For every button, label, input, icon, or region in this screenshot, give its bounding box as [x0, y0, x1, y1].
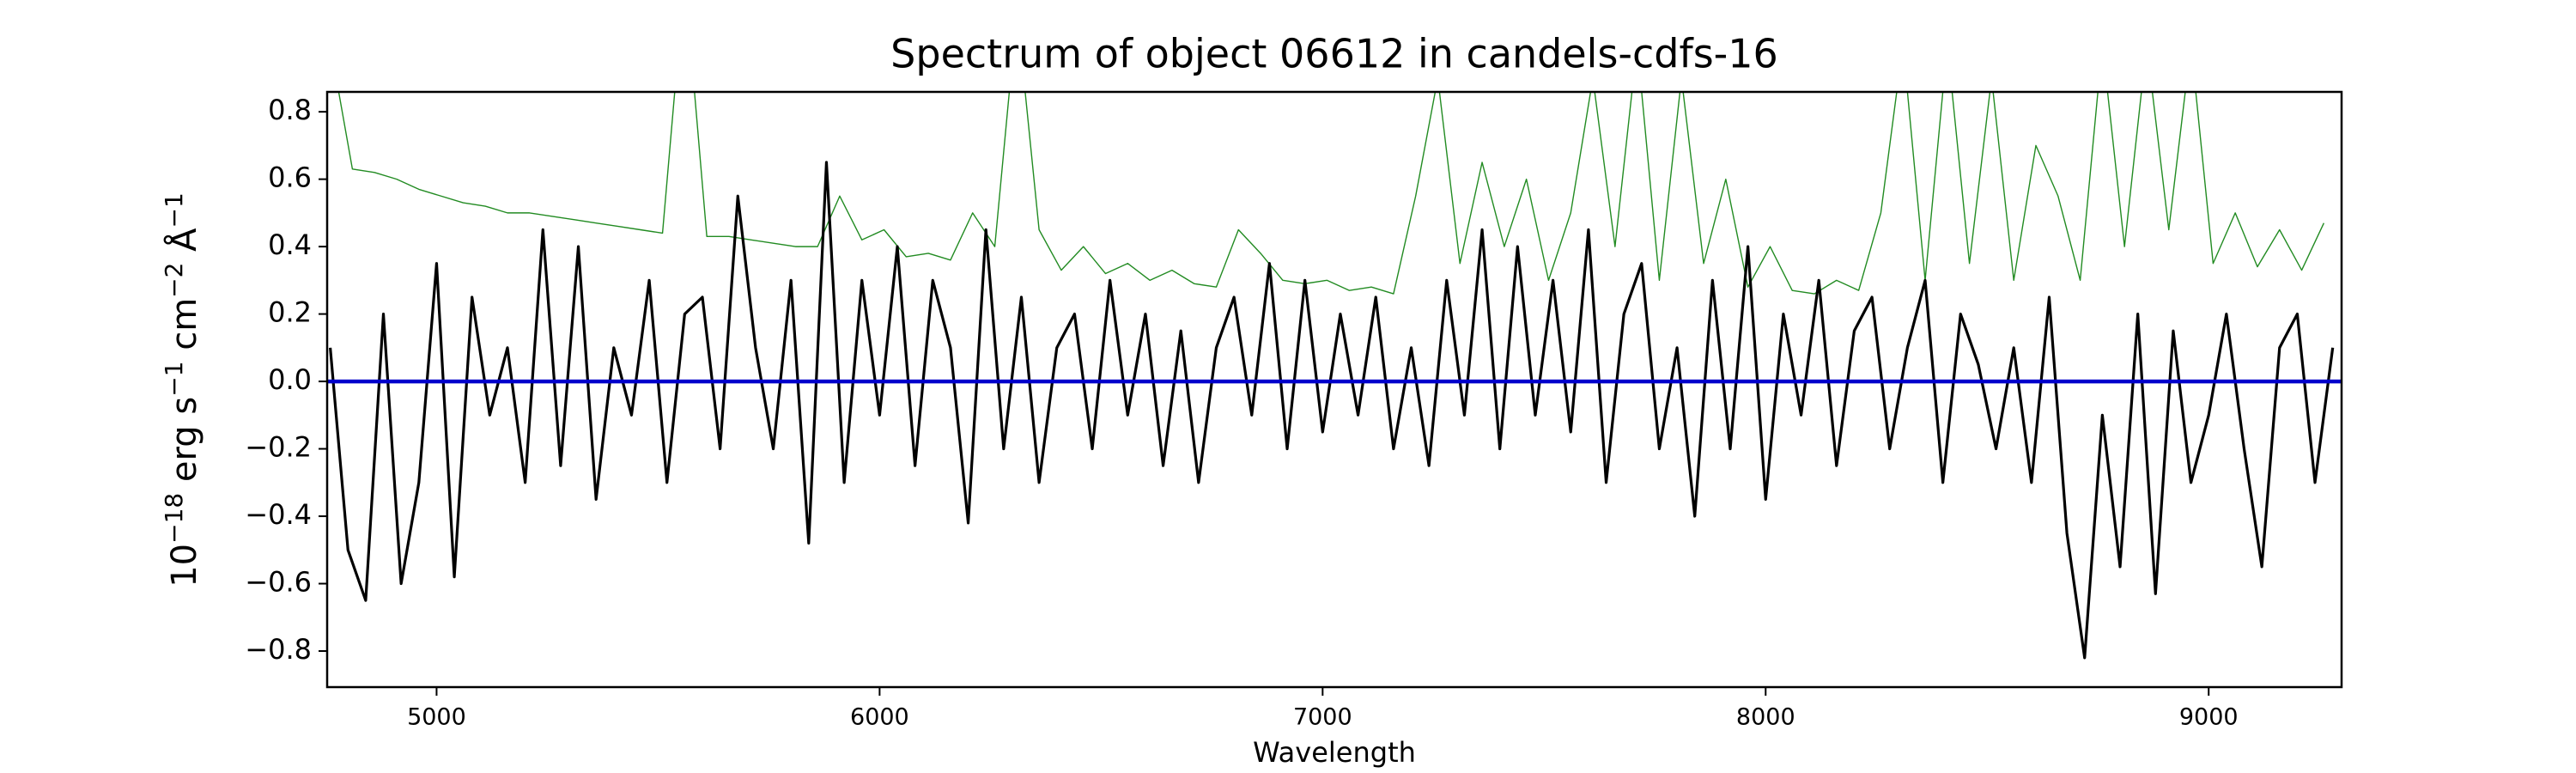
- x-tick-label: 9000: [2179, 704, 2239, 731]
- y-tick-label: 0.2: [268, 296, 312, 329]
- y-label-exponent: −1: [160, 192, 188, 228]
- y-label-exponent: −2: [160, 263, 188, 298]
- x-tick-label: 5000: [407, 704, 466, 731]
- y-label-exponent: −18: [160, 493, 188, 544]
- x-tick-label: 6000: [850, 704, 909, 731]
- y-tick-label: −0.2: [245, 431, 312, 464]
- x-tick-label: 8000: [1736, 704, 1795, 731]
- x-axis-label: Wavelength: [1253, 736, 1416, 769]
- y-tick-label: 0.6: [268, 161, 312, 194]
- y-label-part: Å: [163, 228, 204, 263]
- y-label-part: cm: [165, 298, 204, 362]
- y-label-part: 10: [165, 544, 204, 587]
- data-line: [337, 92, 2324, 295]
- y-tick-label: 0.8: [268, 94, 312, 126]
- y-tick-label: −0.4: [245, 498, 312, 531]
- y-label-part: erg s: [165, 397, 204, 493]
- plot-frame: [325, 90, 2343, 689]
- y-axis-label: 10−18 erg s−1 cm−2 Å−1: [160, 192, 205, 587]
- y-tick-label: −0.8: [245, 633, 312, 666]
- x-tick-label: 7000: [1293, 704, 1352, 731]
- data-line: [329, 161, 2335, 660]
- chart-title: Spectrum of object 06612 in candels-cdfs…: [890, 31, 1778, 77]
- y-tick-label: 0.0: [268, 363, 312, 396]
- y-label-exponent: −1: [160, 362, 188, 397]
- plot-area: [327, 92, 2342, 660]
- y-tick-label: 0.4: [268, 228, 312, 261]
- y-tick-label: −0.6: [245, 566, 312, 599]
